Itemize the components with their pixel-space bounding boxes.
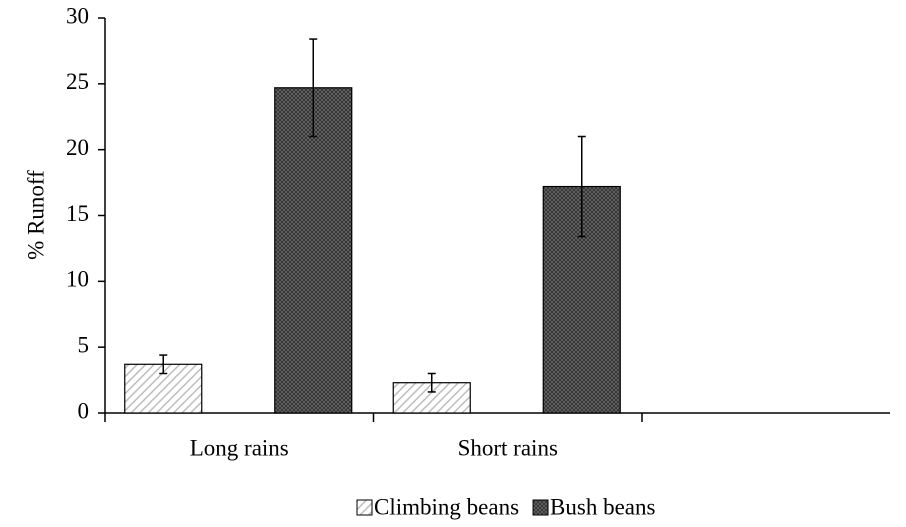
error-bar: [427, 372, 436, 393]
y-tick-label: 15: [66, 201, 89, 226]
bar: [542, 185, 621, 414]
error-bar: [159, 354, 168, 375]
y-tick-label: 5: [78, 332, 90, 357]
bar: [274, 87, 353, 414]
y-tick-label: 10: [66, 267, 89, 292]
legend-label: Climbing beans: [374, 494, 519, 519]
y-tick-label: 0: [78, 398, 90, 423]
legend-label: Bush beans: [550, 494, 655, 519]
y-axis-label: % Runoff: [23, 170, 48, 260]
y-tick-label: 20: [66, 135, 89, 160]
legend-swatch: [532, 499, 549, 516]
legend-swatch: [356, 499, 373, 516]
y-tick-label: 30: [66, 3, 89, 28]
y-tick-label: 25: [66, 69, 89, 94]
x-tick-label: Short rains: [458, 435, 558, 460]
x-tick-label: Long rains: [190, 435, 289, 460]
error-bar: [577, 135, 586, 238]
error-bar: [309, 38, 318, 138]
